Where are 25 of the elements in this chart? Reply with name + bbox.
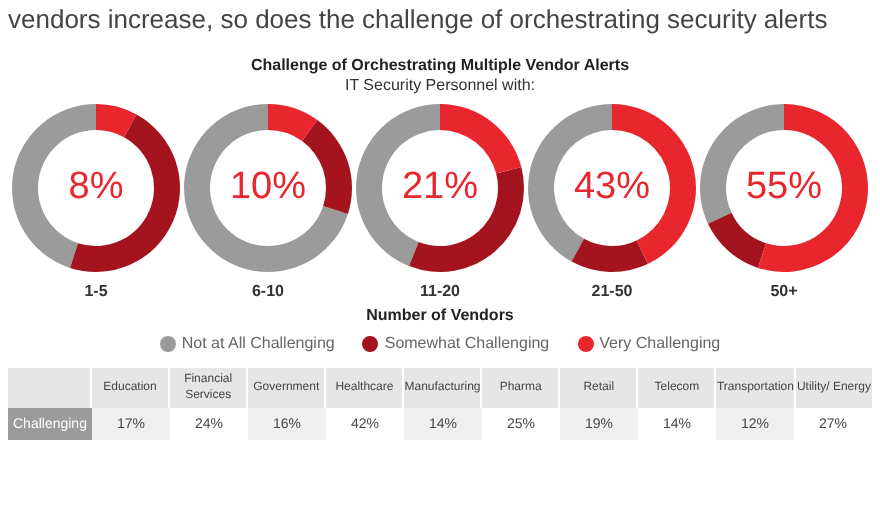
donut-slice — [70, 114, 180, 272]
text: 10% — [227, 166, 309, 210]
donut-slice — [707, 212, 767, 268]
legend-label: Not at All Challenging — [179, 334, 335, 352]
text: 43% — [571, 166, 653, 210]
text: 1-5 — [82, 282, 110, 300]
text: Number of Vendors — [364, 306, 516, 324]
text: 55% — [743, 166, 825, 210]
donut-slice — [440, 104, 522, 174]
text: IT Security Personnel with: — [342, 76, 537, 94]
text: vendors increase, so does the challenge of orchestrating security alerts — [8, 4, 828, 34]
text: Challenge of Orchestrating Multiple Vendor Alerts — [248, 56, 632, 74]
text: 11-20 — [417, 282, 463, 300]
donut-slice — [184, 104, 348, 272]
donut-slice — [302, 120, 352, 214]
text: 21-50 — [589, 282, 635, 300]
text: 8% — [66, 166, 126, 210]
donut-slice — [571, 238, 648, 272]
text: 21% — [399, 166, 481, 210]
text: 50+ — [768, 282, 800, 300]
legend-label: Very Challenging — [597, 334, 721, 352]
legend-label: Somewhat Challenging — [382, 334, 550, 352]
donut-slice — [96, 104, 137, 138]
text: 6-10 — [249, 282, 286, 300]
donut-slice — [268, 104, 318, 142]
